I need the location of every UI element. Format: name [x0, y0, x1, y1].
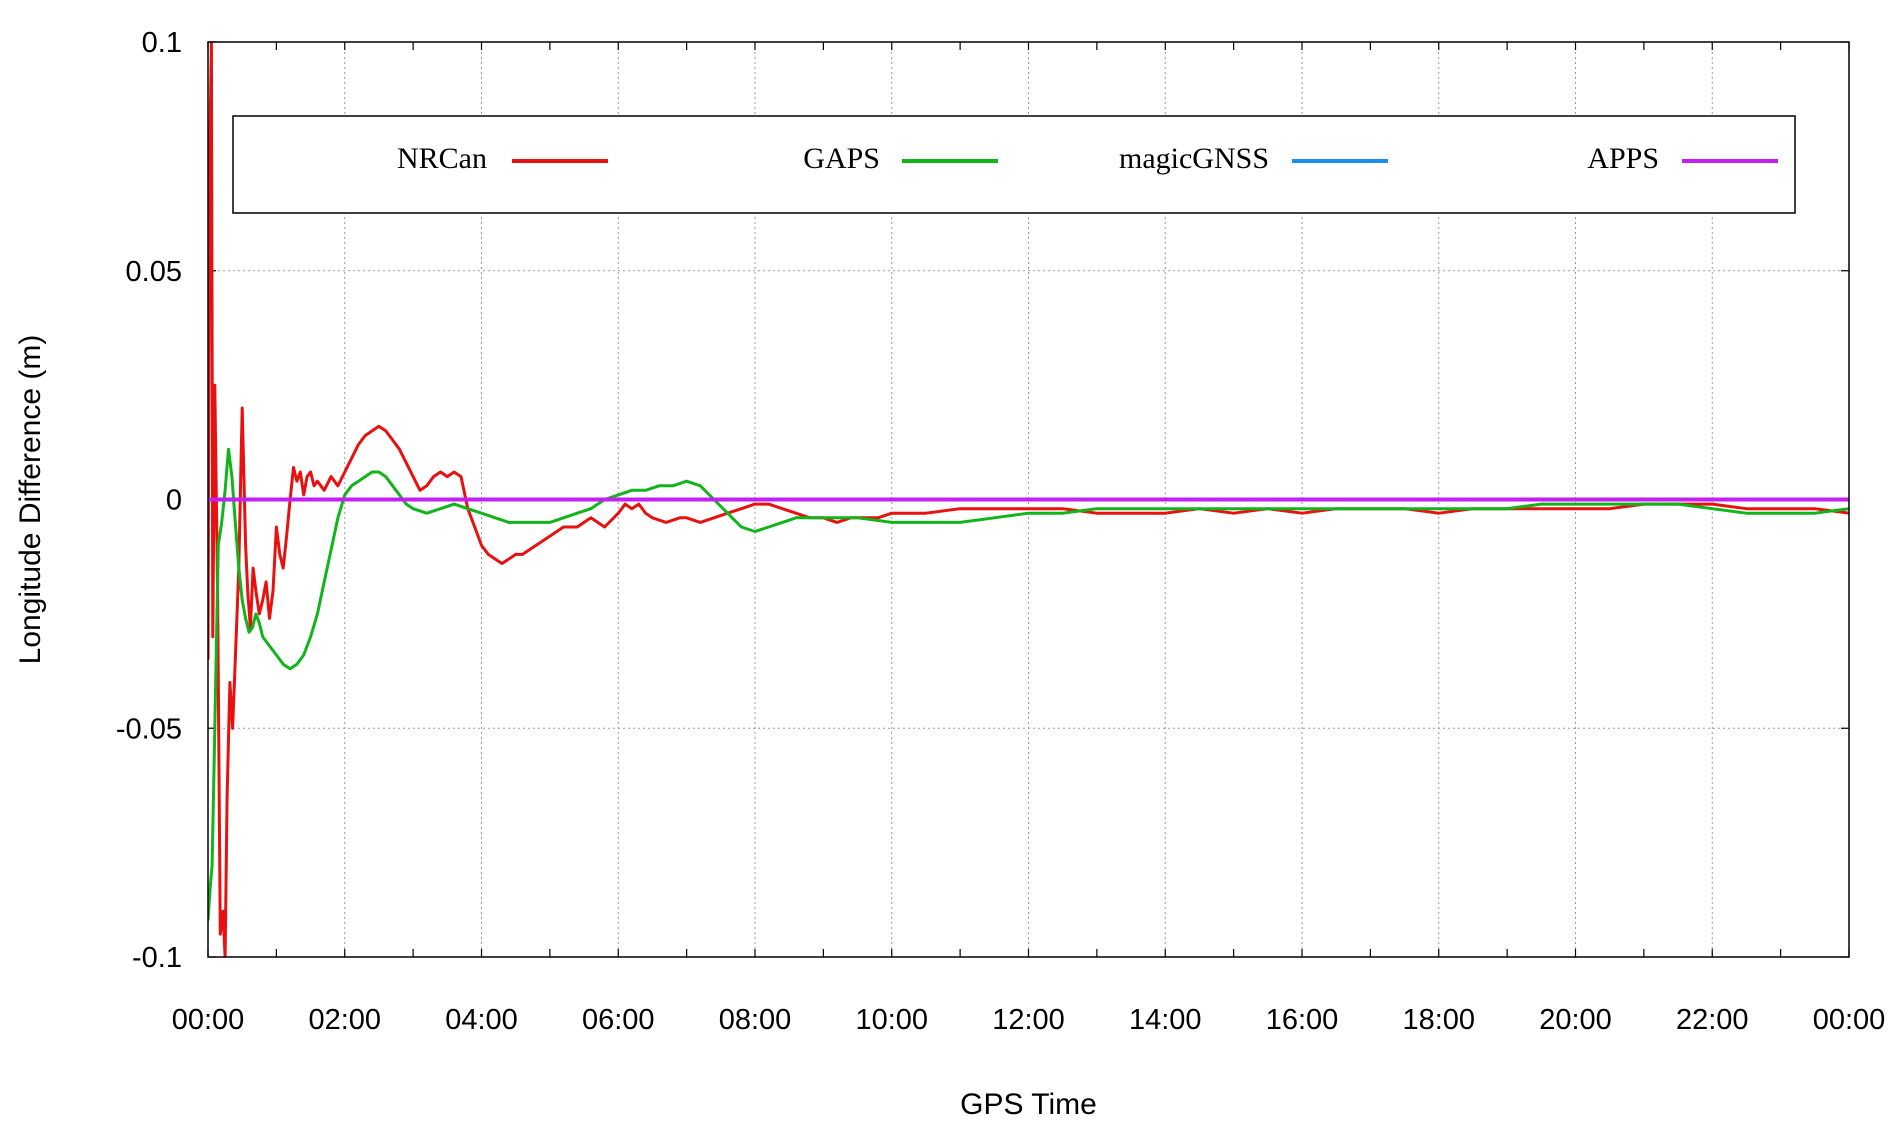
y-tick-label: -0.1 — [132, 942, 182, 974]
x-tick-label: 14:00 — [1129, 1004, 1202, 1036]
x-tick-label: 18:00 — [1402, 1004, 1475, 1036]
y-tick-label: -0.05 — [116, 713, 182, 745]
x-tick-label: 06:00 — [582, 1004, 655, 1036]
x-tick-label: 16:00 — [1266, 1004, 1339, 1036]
x-tick-label: 22:00 — [1676, 1004, 1749, 1036]
legend-item-gaps: GAPS — [803, 142, 998, 175]
legend-label: NRCan — [397, 142, 487, 175]
y-tick-labels: 0.1 0.05 0 -0.05 -0.1 — [116, 27, 182, 974]
y-axis-title: Longitude Difference (m) — [14, 335, 47, 665]
legend-item-magicgnss: magicGNSS — [1119, 142, 1388, 175]
legend-item-apps: APPS — [1587, 142, 1778, 175]
x-tick-label: 20:00 — [1539, 1004, 1612, 1036]
series-line-nrcan — [208, 42, 1849, 957]
plot-frame — [207, 41, 1850, 958]
y-tick-label: 0 — [166, 485, 182, 517]
y-tick-label: 0.1 — [142, 27, 182, 59]
x-tick-label: 00:00 — [172, 1004, 245, 1036]
x-tick-label: 12:00 — [992, 1004, 1065, 1036]
x-tick-label: 10:00 — [855, 1004, 928, 1036]
x-tick-label: 02:00 — [308, 1004, 381, 1036]
x-tick-label: 08:00 — [719, 1004, 792, 1036]
legend-label: GAPS — [803, 142, 880, 175]
series-line-gaps — [208, 447, 1849, 921]
x-tick-labels: 00:00 02:00 04:00 06:00 08:00 10:00 12:00 14:00… — [172, 1004, 1886, 1036]
legend-label: magicGNSS — [1119, 142, 1269, 175]
legend-item-nrcan: NRCan — [397, 142, 608, 175]
x-tick-label: 00:00 — [1813, 1004, 1886, 1036]
y-tick-label: 0.05 — [126, 256, 182, 288]
legend: NRCan GAPS magicGNSS APPS — [232, 115, 1796, 214]
x-axis-title: GPS Time — [960, 1088, 1097, 1121]
legend-label: APPS — [1587, 142, 1659, 175]
x-tick-label: 04:00 — [445, 1004, 518, 1036]
legend-box — [232, 115, 1796, 214]
series-layer — [208, 42, 1849, 957]
